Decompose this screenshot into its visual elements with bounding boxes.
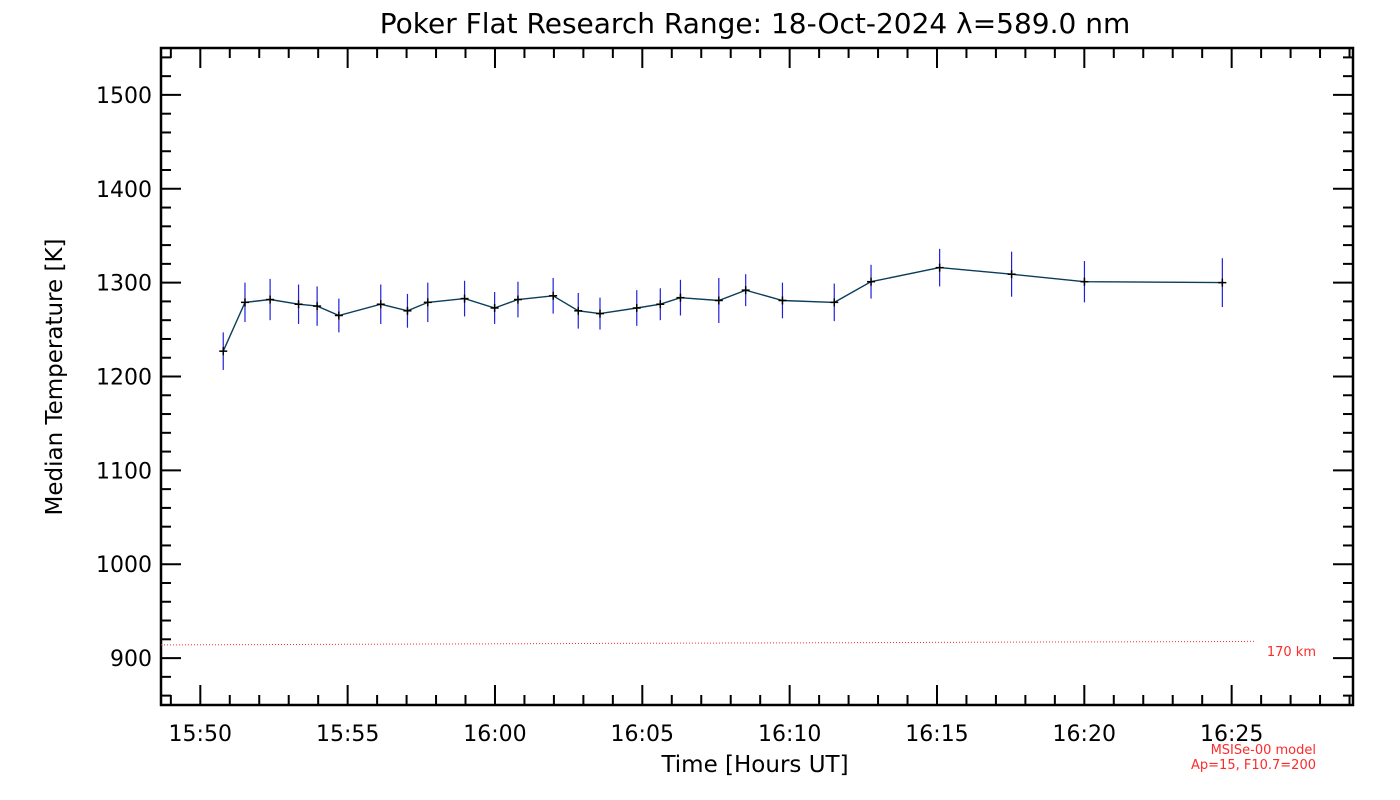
model-params-note: Ap=15, F10.7=200 [1191,758,1316,773]
plot-frame [159,46,1355,707]
data-point [460,294,469,303]
x-tick-label: 16:25 [1200,722,1263,747]
data-point [423,298,432,307]
x-tick-label: 16:00 [463,722,526,747]
data-point [778,296,787,305]
x-tick-label: 16:15 [905,722,968,747]
data-point [266,295,275,304]
x-tick-label: 15:55 [316,722,379,747]
data-markers [219,263,1227,356]
temperature-series [222,266,1223,352]
data-point [294,300,303,309]
temperature-line [222,266,1223,352]
y-tick-label: 1000 [96,553,152,578]
data-point [490,303,499,312]
y-ticks: 900 1000 1100 1200 1300 1400 1500 [96,56,1353,697]
x-tick-label: 15:50 [169,722,232,747]
model-line [160,640,1256,646]
model-series [160,640,1256,646]
data-point [334,311,343,320]
data-point [1080,277,1089,286]
data-point [549,291,558,300]
data-point [403,306,412,315]
data-point [741,286,750,295]
y-axis-label: Median Temperature [K] [42,239,68,516]
data-point [656,300,665,309]
y-tick-label: 1100 [96,459,152,484]
x-ticks: 15:50 15:55 16:00 16:05 16:10 16:15 16:20 16:25 [169,48,1351,747]
data-point [830,298,839,307]
data-point [867,277,876,286]
x-tick-label: 16:10 [758,722,821,747]
model-altitude-label: 170 km [1267,645,1316,660]
data-point [1007,270,1016,279]
data-point [1218,278,1227,287]
data-point [240,298,249,307]
x-tick-label: 16:05 [611,722,674,747]
data-point [376,300,385,309]
y-tick-label: 1500 [96,84,152,109]
y-tick-label: 1400 [96,178,152,203]
data-point [313,302,322,311]
data-point [676,293,685,302]
y-tick-label: 1300 [96,272,152,297]
y-tick-label: 900 [110,647,152,672]
data-point [632,303,641,312]
model-name-note: MSISe-00 model [1211,743,1316,758]
data-point [574,306,583,315]
x-axis-label: Time [Hours UT] [660,752,848,778]
data-point [595,309,604,318]
y-tick-label: 1200 [96,366,152,391]
chart-title: Poker Flat Research Range: 18-Oct-2024 λ… [380,7,1131,40]
data-point [935,263,944,272]
error-bars [222,248,1223,370]
data-point [714,296,723,305]
data-point [513,295,522,304]
x-tick-label: 16:20 [1053,722,1116,747]
data-point [219,347,228,356]
